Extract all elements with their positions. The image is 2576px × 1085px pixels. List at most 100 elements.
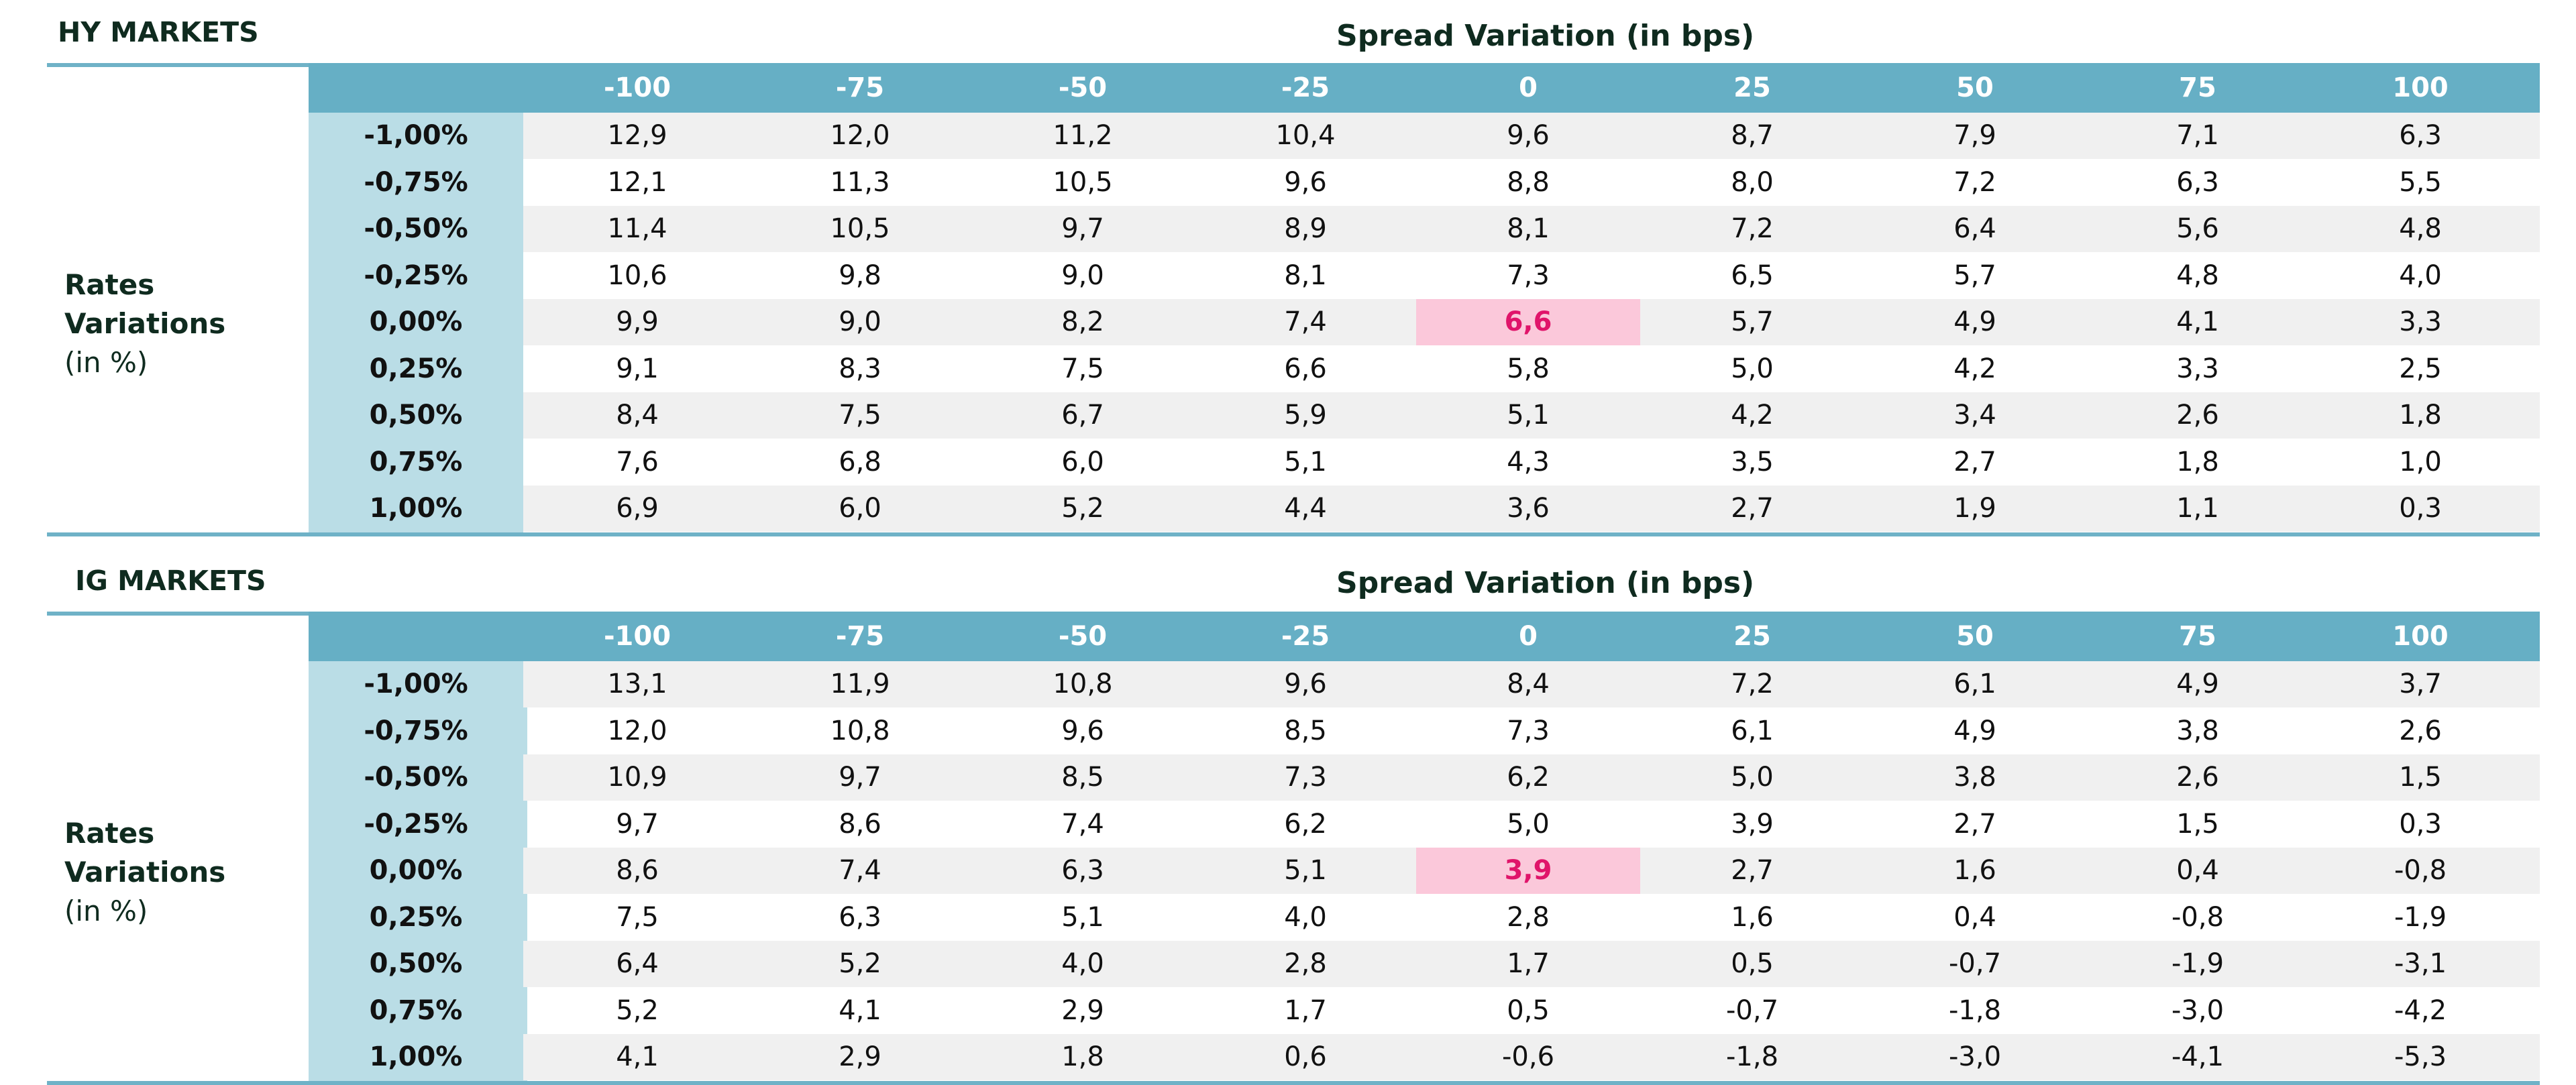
ig-table-cell: 2,9 (839, 1041, 881, 1072)
hy-table-cell: 1,1 (2176, 493, 2219, 524)
ig-table-row: -1,00% 13,1 11,9 10,8 9,6 8,4 7,2 6,1 4,9 3,7 (309, 661, 2540, 707)
hy-table-cell: 4,3 (1507, 447, 1550, 477)
hy-table-cell: 7,5 (839, 400, 881, 431)
ig-table-cell: 10,8 (1053, 669, 1113, 699)
hy-table-row: -0,50% 11,4 10,5 9,7 8,9 8,1 7,2 6,4 5,6 4,8 (309, 206, 2540, 252)
hy-table-cell: 3,6 (1507, 493, 1550, 524)
ig-top-rule (47, 612, 310, 616)
ig-table-row: 0,50% 6,4 5,2 4,0 2,8 1,7 0,5 -0,7 -1,9 -3,1 (309, 941, 2540, 987)
hy-table-cell: 5,6 (2176, 213, 2219, 244)
ig-table-cell: 3,7 (2399, 669, 2442, 699)
hy-table-cell: 9,0 (1061, 260, 1104, 291)
ig-table-cell: -0,7 (1725, 995, 1779, 1026)
ig-table-cell: 1,8 (1061, 1041, 1104, 1072)
hy-row-band (523, 206, 2540, 252)
hy-table-cell: 9,6 (1284, 167, 1327, 198)
hy-table-cell: 12,0 (830, 120, 890, 151)
ig-table-cell: 10,8 (830, 716, 890, 746)
ig-col-header: -100 (603, 621, 672, 652)
ig-side-label-line3: (in %) (64, 895, 148, 927)
ig-table-cell: 7,5 (616, 902, 659, 933)
ig-table-cell: 2,7 (1953, 809, 1996, 840)
hy-table-cell: 8,3 (839, 353, 881, 384)
hy-table-cell: 5,7 (1953, 260, 1996, 291)
hy-row-header: -0,25% (364, 260, 468, 291)
ig-table-cell: 13,1 (607, 669, 667, 699)
ig-table-cell: -3,0 (1948, 1041, 2002, 1072)
ig-table-cell: 6,3 (839, 902, 881, 933)
hy-col-header: 100 (2392, 72, 2449, 103)
hy-table-cell: 8,0 (1731, 167, 1774, 198)
hy-table-cell: 6,9 (616, 493, 659, 524)
ig-table-row: -0,50% 10,9 9,7 8,5 7,3 6,2 5,0 3,8 2,6 1,5 (309, 754, 2540, 801)
hy-spread-variation-title: Spread Variation (in bps) (1336, 19, 1755, 53)
ig-table-cell: 9,6 (1061, 716, 1104, 746)
ig-table-cell: 2,6 (2399, 716, 2442, 746)
ig-col-header: 50 (1956, 621, 1994, 652)
hy-table-cell: 5,2 (1061, 493, 1104, 524)
ig-table-cell: 2,9 (1061, 995, 1104, 1026)
hy-table-cell: 6,4 (1953, 213, 1996, 244)
hy-table-cell: 3,3 (2176, 353, 2219, 384)
ig-table-cell: 5,1 (1061, 902, 1104, 933)
ig-table-cell: 4,0 (1061, 948, 1104, 979)
ig-row-header: -0,50% (364, 762, 468, 793)
ig-table-cell: 0,6 (1284, 1041, 1327, 1072)
hy-row-header: 0,25% (369, 353, 463, 384)
ig-table-cell: 4,9 (2176, 669, 2219, 699)
hy-col-header: 0 (1519, 72, 1538, 103)
hy-table-cell: 2,5 (2399, 353, 2442, 384)
ig-row-label-column (309, 661, 527, 1081)
ig-row-header: -0,25% (364, 809, 468, 840)
hy-table-cell: 9,9 (616, 306, 659, 337)
hy-table-cell: 9,1 (616, 353, 659, 384)
ig-table-cell: 6,3 (1061, 855, 1104, 886)
ig-table-cell: 8,6 (839, 809, 881, 840)
hy-table-cell: 6,7 (1061, 400, 1104, 431)
hy-table-row: -1,00% 12,9 12,0 11,2 10,4 9,6 8,7 7,9 7,1 6,3 (309, 113, 2540, 159)
ig-table-cell: 4,0 (1284, 902, 1327, 933)
hy-rates-variations-label: Rates Variations (in %) (64, 266, 225, 382)
hy-col-header: 25 (1733, 72, 1771, 103)
hy-table-cell: 8,1 (1507, 213, 1550, 244)
hy-table-cell: 1,8 (2176, 447, 2219, 477)
ig-row-band (523, 754, 2540, 801)
hy-row-band (523, 392, 2540, 439)
hy-markets-title: HY MARKETS (58, 16, 259, 48)
ig-row-band (523, 661, 2540, 707)
ig-table-cell: 5,1 (1284, 855, 1327, 886)
ig-table-cell: 6,1 (1953, 669, 1996, 699)
ig-table-cell: 2,7 (1731, 855, 1774, 886)
hy-table-cell: 7,2 (1731, 213, 1774, 244)
ig-table-cell: -4,2 (2394, 995, 2447, 1026)
hy-row-header: -0,75% (364, 167, 468, 198)
ig-table-cell: -0,6 (1501, 1041, 1555, 1072)
hy-col-header: -75 (835, 72, 885, 103)
ig-table-cell: 6,4 (616, 948, 659, 979)
hy-table-cell: 12,9 (607, 120, 667, 151)
ig-col-header: 0 (1519, 621, 1538, 652)
hy-table-cell: 3,5 (1731, 447, 1774, 477)
ig-table-cell: 5,2 (839, 948, 881, 979)
hy-table-cell: 5,7 (1731, 306, 1774, 337)
ig-table-cell: 0,3 (2399, 809, 2442, 840)
hy-table-cell: 9,0 (839, 306, 881, 337)
ig-table-cell: 7,4 (839, 855, 881, 886)
ig-table-cell: 0,5 (1507, 995, 1550, 1026)
hy-col-header: 75 (2179, 72, 2216, 103)
hy-row-header: 0,00% (369, 306, 463, 337)
hy-table-cell: 4,2 (1953, 353, 1996, 384)
ig-col-header: 25 (1733, 621, 1771, 652)
hy-table-cell: 4,1 (2176, 306, 2219, 337)
hy-table-cell: 8,9 (1284, 213, 1327, 244)
ig-table-cell: -3,1 (2394, 948, 2447, 979)
ig-table-row: 1,00% 4,1 2,9 1,8 0,6 -0,6 -1,8 -3,0 -4,1 -5,3 (309, 1034, 2540, 1080)
hy-row-header: 1,00% (369, 493, 463, 524)
hy-table-cell: 8,8 (1507, 167, 1550, 198)
hy-col-header: 50 (1956, 72, 1994, 103)
ig-table-row: -0,25% 9,7 8,6 7,4 6,2 5,0 3,9 2,7 1,5 0,3 (309, 801, 2540, 848)
ig-table-cell: 8,4 (1507, 669, 1550, 699)
ig-row-header: 0,75% (369, 995, 463, 1026)
ig-row-header: -0,75% (364, 716, 468, 746)
hy-table-cell: 4,8 (2176, 260, 2219, 291)
